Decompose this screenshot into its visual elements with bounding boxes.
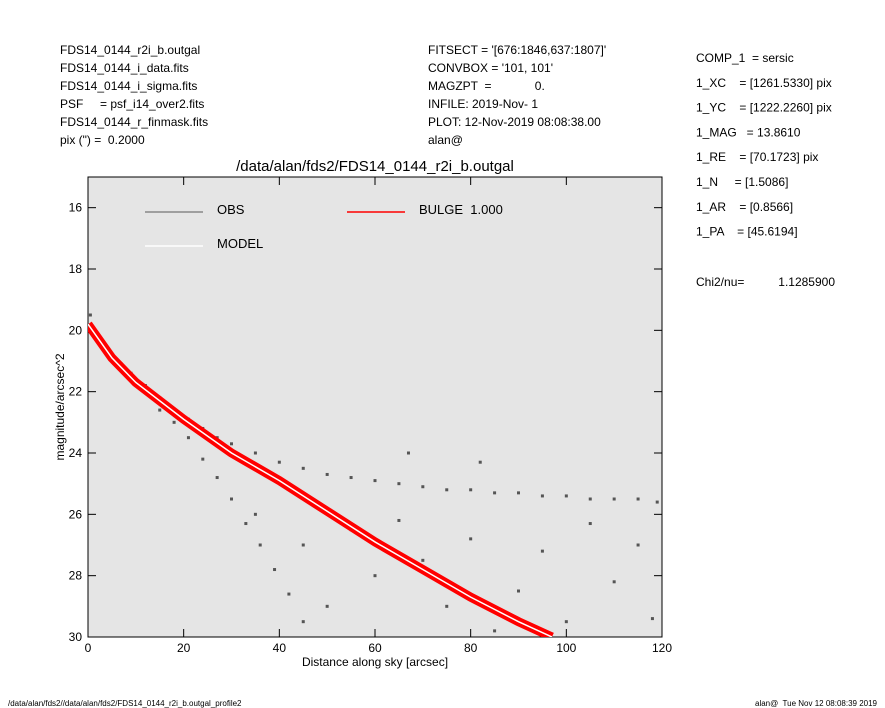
y-tick-label: 30 (69, 630, 83, 644)
obs-point (540, 549, 544, 553)
obs-point (636, 497, 640, 501)
obs-point (253, 451, 257, 455)
obs-point (253, 512, 257, 516)
header-right-line: 1_MAG = 13.8610 (696, 125, 801, 139)
obs-point (445, 488, 449, 492)
header-left-line: FDS14_0144_r_finmask.fits (60, 115, 208, 129)
header-left-line: FDS14_0144_r2i_b.outgal (60, 43, 200, 57)
legend-label: OBS (217, 202, 245, 217)
obs-point (469, 537, 473, 541)
footer-right: alan@ Tue Nov 12 08:08:39 2019 (755, 699, 878, 708)
y-tick-label: 24 (69, 446, 83, 460)
obs-point (397, 482, 401, 486)
obs-point (588, 497, 592, 501)
obs-point (301, 466, 305, 470)
obs-point (373, 479, 377, 483)
obs-point (158, 408, 162, 412)
obs-point (277, 460, 281, 464)
header-right-line: 1_YC = [1222.2260] pix (696, 101, 832, 115)
header-left-line: FDS14_0144_i_data.fits (60, 61, 189, 75)
obs-point (244, 522, 248, 526)
header-middle-line: PLOT: 12-Nov-2019 08:08:38.00 (428, 115, 601, 129)
footer-left: /data/alan/fds2//data/alan/fds2/FDS14_01… (8, 699, 242, 708)
obs-point (230, 497, 233, 501)
obs-point (421, 558, 425, 562)
obs-point (421, 485, 425, 489)
header-middle-line: FITSECT = '[676:1846,637:1807]' (428, 43, 606, 57)
plot-marks (88, 313, 659, 637)
x-tick-label: 80 (464, 641, 478, 655)
header-right-line: 1_AR = [0.8566] (696, 200, 793, 214)
header-right-line: 1_RE = [70.1723] pix (696, 150, 818, 164)
obs-point (88, 313, 92, 317)
header-middle-line: INFILE: 2019-Nov- 1 (428, 97, 538, 111)
obs-point (517, 491, 520, 495)
chi2-value: 1.1285900 (778, 275, 835, 289)
obs-point (478, 460, 482, 464)
y-tick-label: 22 (69, 385, 83, 399)
header-right-line: 1_N = [1.5086] (696, 175, 788, 189)
obs-point (564, 620, 568, 624)
obs-point (469, 488, 473, 492)
obs-point (406, 451, 410, 455)
header-left-line: PSF = psf_i14_over2.fits (60, 97, 204, 111)
obs-point (201, 457, 205, 461)
header-left-line: pix (") = 0.2000 (60, 133, 145, 147)
obs-point (186, 436, 190, 440)
obs-point (540, 494, 544, 498)
obs-point (349, 476, 353, 480)
obs-point (564, 494, 568, 498)
header-middle-line: CONVBOX = '101, 101' (428, 61, 553, 75)
y-tick-label: 18 (69, 262, 83, 276)
plot-area (87, 176, 663, 638)
obs-point (588, 522, 592, 526)
y-tick-label: 26 (69, 507, 83, 521)
header-middle-line: alan@ (428, 133, 463, 147)
header-right-line: 1_PA = [45.6194] (696, 225, 798, 239)
obs-point (325, 472, 329, 476)
x-axis-label: Distance along sky [arcsec] (302, 655, 448, 669)
chi2-label: Chi2/nu= (696, 275, 744, 289)
obs-point (230, 442, 233, 446)
y-tick-label: 20 (69, 323, 83, 337)
y-tick-label: 28 (69, 569, 83, 583)
obs-point (301, 543, 305, 547)
y-axis-label: magnitude/arcsec^2 (53, 353, 67, 460)
header-right-line: COMP_1 = sersic (696, 51, 794, 65)
obs-point (325, 604, 329, 608)
header-right-line: 1_XC = [1261.5330] pix (696, 76, 832, 90)
obs-point (493, 629, 497, 633)
obs-point (612, 497, 616, 501)
obs-point (258, 543, 262, 547)
obs-point (287, 592, 291, 596)
obs-point (397, 518, 401, 522)
x-tick-label: 0 (85, 641, 92, 655)
obs-point (636, 543, 640, 547)
obs-point (172, 420, 176, 424)
obs-point (517, 589, 520, 593)
obs-point (373, 574, 377, 578)
obs-point (273, 568, 277, 572)
header-middle-line: MAGZPT = 0. (428, 79, 545, 93)
obs-point (493, 491, 497, 495)
chart-title: /data/alan/fds2/FDS14_0144_r2i_b.outgal (236, 158, 514, 175)
legend-label: MODEL (217, 236, 263, 251)
line-line (88, 323, 553, 637)
header-left-line: FDS14_0144_i_sigma.fits (60, 79, 197, 93)
obs-point (301, 620, 305, 624)
x-tick-label: 120 (652, 641, 672, 655)
obs-point (215, 476, 219, 480)
x-tick-label: 20 (177, 641, 191, 655)
x-tick-label: 100 (556, 641, 576, 655)
legend-label: BULGE 1.000 (419, 202, 503, 217)
x-tick-label: 40 (273, 641, 287, 655)
obs-point (650, 617, 654, 621)
x-tick-label: 60 (368, 641, 382, 655)
obs-point (655, 500, 659, 504)
obs-point (445, 604, 449, 608)
obs-point (612, 580, 616, 584)
y-tick-label: 16 (69, 201, 83, 215)
